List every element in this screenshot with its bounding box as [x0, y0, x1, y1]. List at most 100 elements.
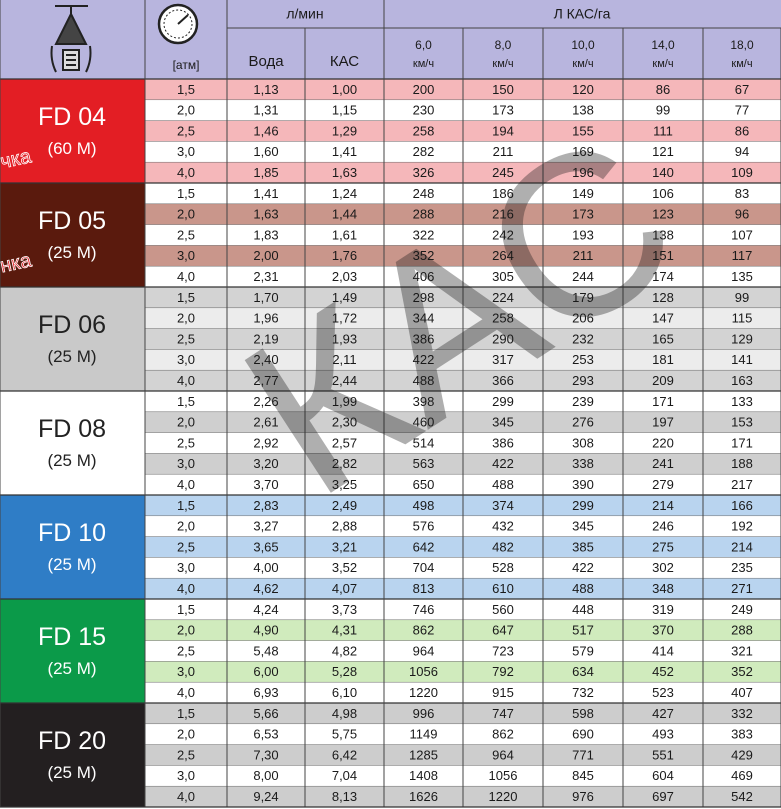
cell: 308 [572, 435, 594, 450]
nozzle-sub: (25 M) [47, 555, 96, 574]
cell: 1,93 [332, 331, 357, 346]
cell: 407 [731, 685, 753, 700]
cell: 523 [652, 685, 674, 700]
cell: 647 [492, 623, 514, 638]
nozzle-sub: (25 M) [47, 243, 96, 262]
cell: 96 [735, 207, 749, 222]
cell: 2,0 [177, 207, 195, 222]
cell: 264 [492, 248, 514, 263]
cell: 422 [492, 456, 514, 471]
cell: 171 [731, 435, 753, 450]
cell: 2,88 [332, 519, 357, 534]
cell: 173 [492, 103, 514, 118]
cell: 488 [492, 477, 514, 492]
cell: 697 [652, 789, 674, 804]
cell: 138 [572, 103, 594, 118]
nozzle-name: FD 04 [38, 103, 106, 131]
cell: 915 [492, 685, 514, 700]
cell: 771 [572, 747, 594, 762]
cell: 319 [652, 602, 674, 617]
cell: 4,0 [177, 165, 195, 180]
cell: 279 [652, 477, 674, 492]
cell: 5,75 [332, 727, 357, 742]
column-title: Вода [248, 53, 284, 70]
cell: 610 [492, 581, 514, 596]
cell: 150 [492, 82, 514, 97]
cell: 1056 [409, 664, 438, 679]
cell: 514 [413, 435, 435, 450]
cell: 153 [731, 415, 753, 430]
cell: 3,25 [332, 477, 357, 492]
gauge-icon [157, 3, 199, 45]
cell: 386 [492, 435, 514, 450]
cell: 352 [413, 248, 435, 263]
cell: 253 [572, 352, 594, 367]
cell: 4,0 [177, 477, 195, 492]
nozzle-sub: (60 M) [47, 139, 96, 158]
speed-value: 8,0 [495, 38, 512, 52]
cell: 7,30 [253, 747, 278, 762]
cell: 563 [413, 456, 435, 471]
cell: 498 [413, 498, 435, 513]
cell: 2,57 [332, 435, 357, 450]
cell: 1,13 [253, 82, 278, 97]
cell: 1,5 [177, 602, 195, 617]
cell: 344 [413, 311, 435, 326]
cell: 321 [731, 643, 753, 658]
cell: 345 [492, 415, 514, 430]
header-background [0, 0, 781, 79]
cell: 188 [731, 456, 753, 471]
cell: 2,5 [177, 539, 195, 554]
cell: 551 [652, 747, 674, 762]
cell: 9,24 [253, 789, 278, 804]
cell: 976 [572, 789, 594, 804]
speed-value: 6,0 [415, 38, 432, 52]
cell: 576 [413, 519, 435, 534]
cell: 690 [572, 727, 594, 742]
cell: 845 [572, 768, 594, 783]
cell: 3,0 [177, 144, 195, 159]
cell: 374 [492, 498, 514, 513]
cell: 996 [413, 706, 435, 721]
speed-unit: км/ч [413, 58, 434, 70]
cell: 1408 [409, 768, 438, 783]
badge: чка [0, 145, 34, 173]
cell: 542 [731, 789, 753, 804]
cell: 1,63 [253, 207, 278, 222]
cell: 813 [413, 581, 435, 596]
cell: 723 [492, 643, 514, 658]
cell: 86 [735, 123, 749, 138]
cell: 111 [653, 123, 673, 138]
cell: 214 [731, 539, 753, 554]
cell: 282 [413, 144, 435, 159]
cell: 1,29 [332, 123, 357, 138]
cell: 4,24 [253, 602, 278, 617]
speed-unit: км/ч [572, 58, 593, 70]
cell: 197 [652, 415, 674, 430]
cell: 6,53 [253, 727, 278, 742]
cell: 165 [652, 331, 674, 346]
nozzle-cell [0, 79, 145, 183]
cell: 6,42 [332, 747, 357, 762]
cell: 1,5 [177, 498, 195, 513]
cell: 2,0 [177, 623, 195, 638]
cell: 220 [652, 435, 674, 450]
cell: 422 [572, 560, 594, 575]
nozzle-name: FD 08 [38, 415, 106, 443]
cell: 200 [413, 82, 435, 97]
cell: 1,83 [253, 227, 278, 242]
cell: 6,00 [253, 664, 278, 679]
cell: 4,0 [177, 269, 195, 284]
cell: 77 [735, 103, 749, 118]
cell: 2,0 [177, 727, 195, 742]
cell: 217 [731, 477, 753, 492]
pressure-unit: [атм] [173, 58, 200, 72]
cell: 1149 [410, 727, 438, 742]
cell: 171 [652, 394, 674, 409]
cell: 432 [492, 519, 514, 534]
cell: 370 [652, 623, 674, 638]
cell: 732 [572, 685, 594, 700]
cell: 469 [731, 768, 753, 783]
